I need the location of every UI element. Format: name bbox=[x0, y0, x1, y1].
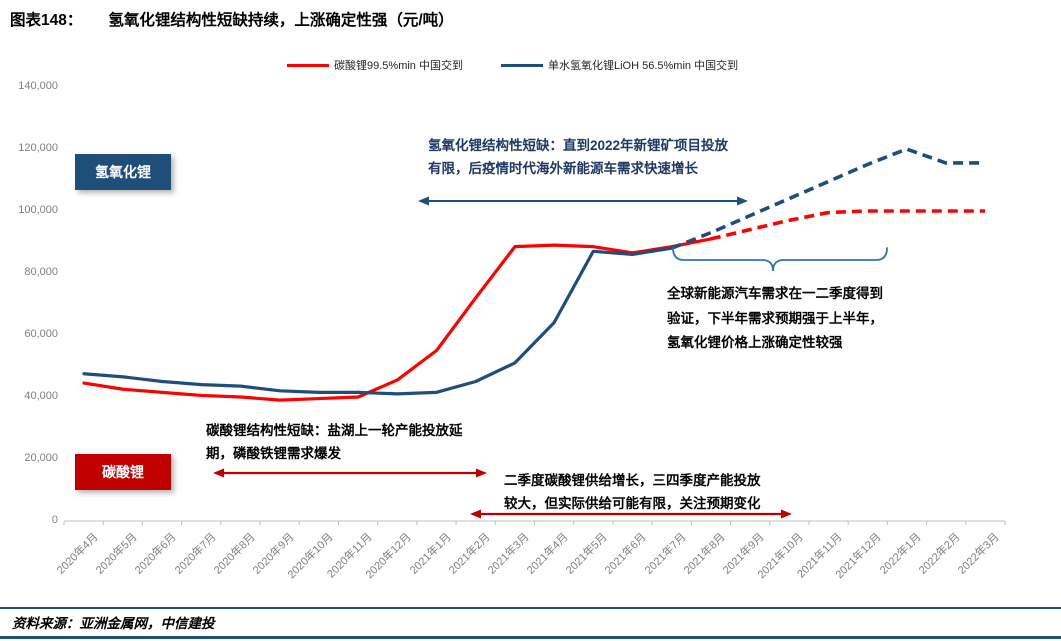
x-axis-label: 2022年3月 bbox=[955, 531, 1002, 577]
carbonate-shortage-period-arrow bbox=[213, 468, 487, 478]
source-note: 资料来源：亚洲金属网，中信建投 bbox=[12, 616, 215, 631]
annotation-line: 氢氧化锂价格上涨确定性较强 bbox=[667, 335, 843, 350]
x-axis-label: 2020年7月 bbox=[172, 531, 219, 577]
annotation-line: 有限，后疫情时代海外新能源车需求快速增长 bbox=[428, 161, 698, 176]
y-axis-label: 0 bbox=[51, 514, 58, 526]
hydroxide-series-box: 氢氧化锂 bbox=[75, 154, 171, 190]
x-axis-label: 2021年6月 bbox=[603, 531, 650, 577]
y-axis-label: 20,000 bbox=[24, 452, 58, 464]
x-axis-label: 2020年5月 bbox=[94, 531, 140, 577]
x-axis-label: 2020年6月 bbox=[133, 531, 179, 577]
annotation-q2-supply: 二季度碳酸锂供给增长，三四季度产能投放 较大，但实际供给可能有限，关注预期变化 bbox=[504, 469, 761, 515]
hydroxide-line-solid bbox=[82, 246, 674, 396]
annotation-line: 二季度碳酸锂供给增长，三四季度产能投放 bbox=[504, 473, 761, 488]
legend: 碳酸锂99.5%min 中国交到 单水氢氧化锂LiOH 56.5%min 中国交… bbox=[287, 57, 738, 73]
y-axis-label: 140,000 bbox=[18, 80, 58, 92]
carbonate-line-solid bbox=[82, 237, 713, 402]
annotation-ev-demand: 全球新能源汽车需求在一二季度得到 验证，下半年需求预期强于上半年， 氢氧化锂价格… bbox=[667, 282, 883, 356]
y-axis-label: 80,000 bbox=[24, 266, 58, 278]
y-axis-label: 100,000 bbox=[18, 204, 58, 216]
x-axis-label: 2022年1月 bbox=[877, 531, 924, 577]
x-axis-label: 2021年1月 bbox=[407, 531, 454, 577]
x-axis-label: 2021年7月 bbox=[642, 531, 689, 577]
carbonate-line-forecast-dashed bbox=[710, 209, 985, 241]
chart-title: 图表148： 氢氧化锂结构性短缺持续，上涨确定性强（元/吨） bbox=[10, 8, 454, 30]
y-axis-label: 60,000 bbox=[24, 328, 58, 340]
footer-divider-bottom bbox=[0, 636, 1061, 639]
annotation-carbonate-shortage: 碳酸锂结构性短缺：盐湖上一轮产能投放延 期，磷酸铁锂需求爆发 bbox=[206, 419, 463, 465]
figure-number: 图表148： bbox=[10, 12, 83, 29]
carbonate-series-box: 碳酸锂 bbox=[75, 454, 171, 490]
figure-title-text: 氢氧化锂结构性短缺持续，上涨确定性强（元/吨） bbox=[108, 12, 454, 29]
x-axis-label: 2021年5月 bbox=[564, 531, 610, 577]
y-axis-label: 40,000 bbox=[24, 390, 58, 402]
carbonate-line-swatch bbox=[287, 63, 329, 67]
footer-divider-top bbox=[0, 607, 1061, 609]
x-axis-label: 2021年4月 bbox=[525, 531, 571, 577]
x-axis-label: 2021年3月 bbox=[485, 531, 532, 577]
hydroxide-shortage-period-arrow bbox=[418, 196, 748, 206]
annotation-line: 验证，下半年需求预期强于上半年， bbox=[667, 310, 883, 326]
annotation-line: 较大，但实际供给可能有限，关注预期变化 bbox=[504, 496, 761, 511]
x-axis-label: 2022年2月 bbox=[916, 531, 963, 577]
y-axis-label: 120,000 bbox=[18, 142, 58, 154]
annotation-line: 期，磷酸铁锂需求爆发 bbox=[206, 446, 341, 461]
annotation-line: 全球新能源汽车需求在一二季度得到 bbox=[667, 286, 883, 301]
hydroxide-line-swatch bbox=[500, 63, 543, 67]
legend-item-hydroxide: 单水氢氧化锂LiOH 56.5%min 中国交到 bbox=[500, 57, 739, 73]
x-axis-label: 2021年8月 bbox=[681, 531, 728, 577]
legend-label-hydroxide: 单水氢氧化锂LiOH 56.5%min 中国交到 bbox=[547, 60, 739, 72]
legend-item-carbonate: 碳酸锂99.5%min 中国交到 bbox=[287, 57, 463, 73]
forecast-brace bbox=[672, 247, 888, 272]
annotation-line: 碳酸锂结构性短缺：盐湖上一轮产能投放延 bbox=[206, 423, 463, 438]
x-axis-label: 2020年4月 bbox=[54, 531, 101, 577]
legend-label-carbonate: 碳酸锂99.5%min 中国交到 bbox=[334, 60, 463, 72]
annotation-hydroxide-shortage: 氢氧化锂结构性短缺：直到2022年新锂矿项目投放 有限，后疫情时代海外新能源车需… bbox=[428, 134, 728, 180]
annotation-line: 氢氧化锂结构性短缺：直到2022年新锂矿项目投放 bbox=[428, 138, 729, 153]
